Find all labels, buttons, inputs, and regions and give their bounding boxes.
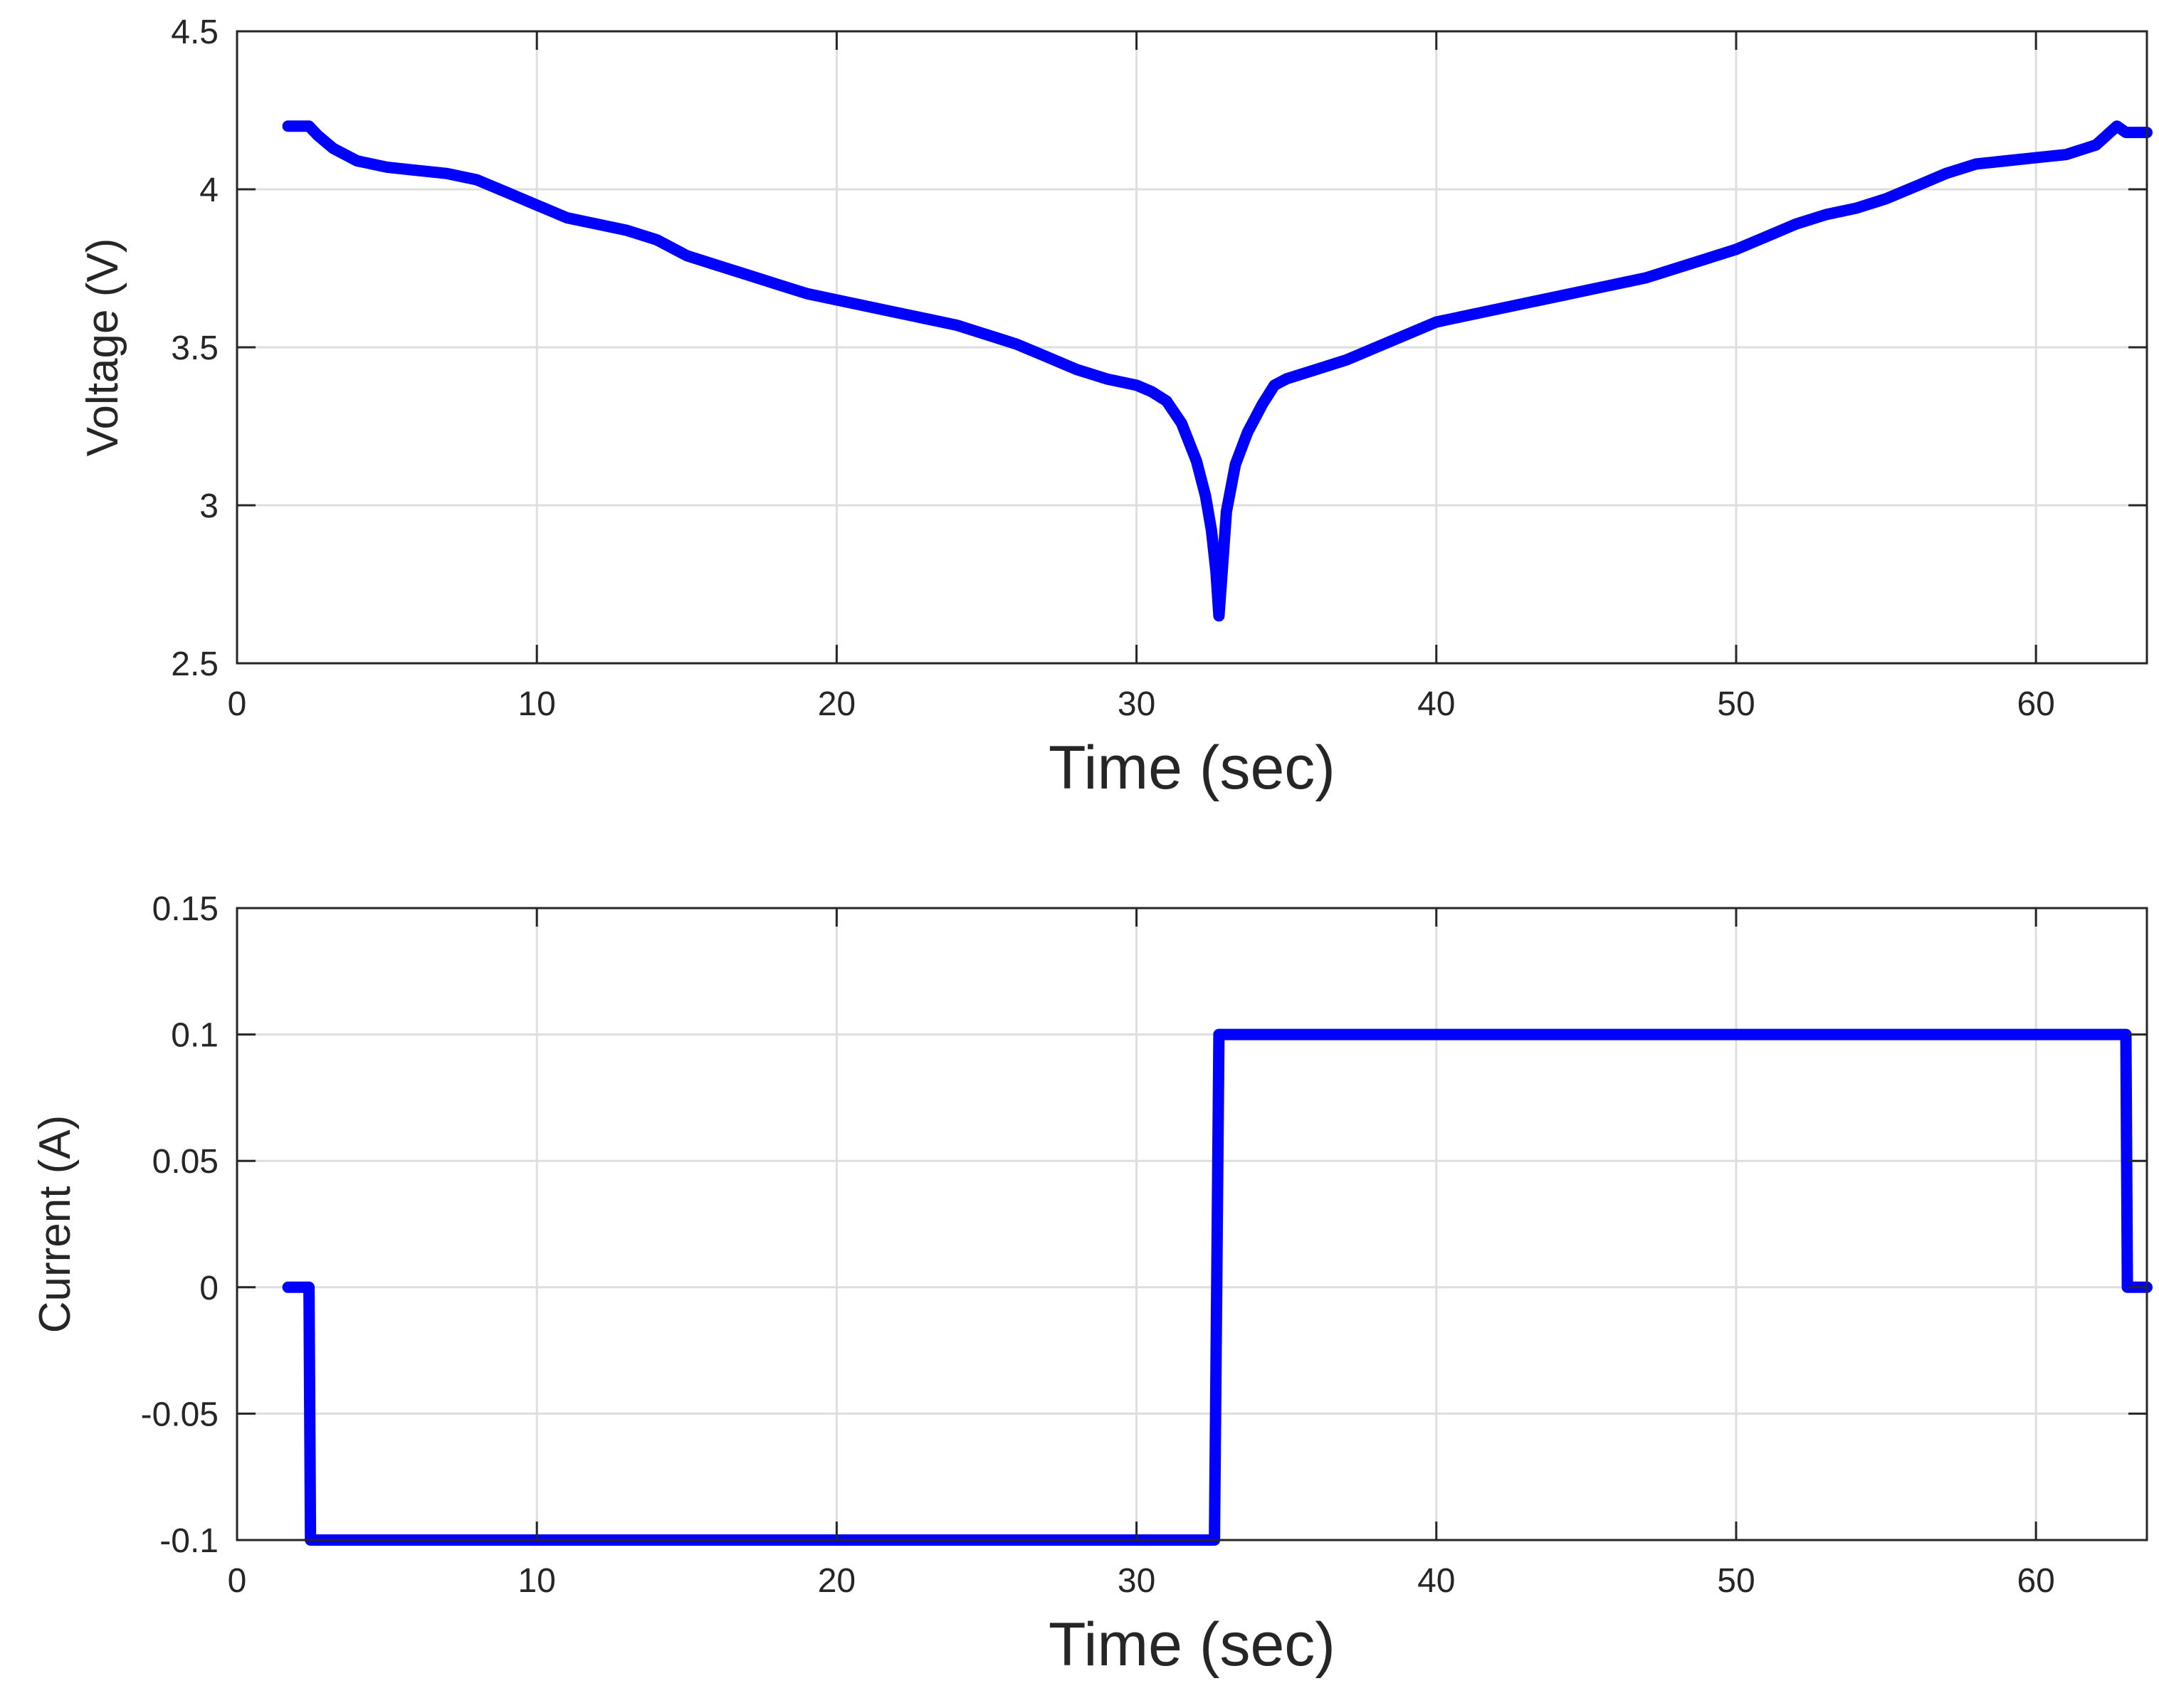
current-series-line bbox=[282, 1028, 2153, 1546]
current-y-tick-label: 0.15 bbox=[152, 890, 219, 928]
current-x-tick-label: 60 bbox=[2017, 1562, 2054, 1600]
current-x-tick-label: 30 bbox=[1118, 1562, 1155, 1600]
voltage-y-tick-label: 3 bbox=[199, 487, 219, 525]
current-x-tick-label: 20 bbox=[818, 1562, 856, 1600]
current-y-tick-label: 0 bbox=[199, 1270, 219, 1307]
voltage-x-tick-label: 60 bbox=[2017, 685, 2054, 723]
voltage-x-tick-label: 10 bbox=[518, 685, 555, 723]
voltage-x-tick-label: 30 bbox=[1118, 685, 1155, 723]
voltage-panel: 0 10 20 30 40 50 60 2.5 3 3.5 4 4.5 Time (sec) Voltag… bbox=[78, 14, 2153, 802]
voltage-y-tick-label: 4.5 bbox=[171, 14, 219, 51]
voltage-x-tick-label: 0 bbox=[228, 685, 247, 723]
current-x-tick-label: 0 bbox=[228, 1562, 247, 1600]
voltage-series-line bbox=[282, 120, 2153, 622]
voltage-x-tick-label: 50 bbox=[1717, 685, 1755, 723]
voltage-y-tick-label: 2.5 bbox=[171, 645, 219, 683]
current-y-axis-title: Current (A) bbox=[31, 1115, 80, 1334]
current-y-tick-label: 0.1 bbox=[171, 1017, 219, 1055]
current-x-tick-label: 10 bbox=[518, 1562, 555, 1600]
current-x-axis-title: Time (sec) bbox=[1049, 1611, 1335, 1679]
current-x-tick-label: 40 bbox=[1417, 1562, 1455, 1600]
current-y-tick-label: 0.05 bbox=[152, 1143, 219, 1181]
current-panel: 0 10 20 30 40 50 60 -0.1 -0.05 0 0.05 0.1 0.15 Time (… bbox=[31, 890, 2153, 1679]
current-axes-box bbox=[236, 907, 2148, 1541]
voltage-x-tick-label: 20 bbox=[818, 685, 856, 723]
voltage-y-axis-title: Voltage (V) bbox=[78, 238, 127, 457]
voltage-x-axis-title: Time (sec) bbox=[1049, 734, 1335, 802]
voltage-x-tick-label: 40 bbox=[1417, 685, 1455, 723]
voltage-y-tick-label: 4 bbox=[199, 172, 219, 209]
current-y-tick-label: -0.05 bbox=[141, 1396, 219, 1433]
voltage-y-tick-label: 3.5 bbox=[171, 330, 219, 367]
current-plot-area bbox=[237, 908, 2147, 1540]
current-x-tick-label: 50 bbox=[1717, 1562, 1755, 1600]
current-y-tick-label: -0.1 bbox=[159, 1522, 219, 1560]
